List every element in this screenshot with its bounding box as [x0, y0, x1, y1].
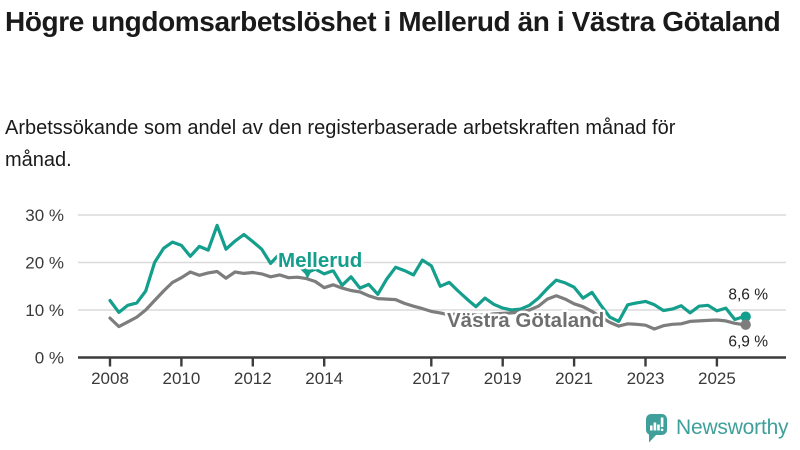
- y-tick-label: 10 %: [25, 301, 64, 320]
- arrow-down-icon: [302, 268, 313, 279]
- x-tick-label: 2017: [412, 369, 450, 388]
- newsworthy-logo-icon: [646, 414, 667, 443]
- series-label: Västra Götaland: [447, 309, 604, 332]
- x-tick-label: 2025: [698, 369, 736, 388]
- series-line-2: [108, 269, 746, 331]
- y-tick-label: 30 %: [25, 206, 64, 225]
- x-tick-label: 2014: [305, 369, 343, 388]
- y-tick-label: 0 %: [35, 349, 64, 368]
- series-end-dot: [740, 319, 751, 330]
- newsworthy-logo-text: Newsworthy: [676, 416, 789, 439]
- x-tick-label: 2008: [91, 369, 129, 388]
- y-tick-label: 20 %: [25, 254, 64, 273]
- x-tick-label: 2012: [234, 369, 272, 388]
- end-value-label: 8,6 %: [728, 287, 768, 304]
- x-tick-label: 2023: [627, 369, 665, 388]
- newsworthy-brand[interactable]: Newsworthy: [645, 413, 789, 443]
- chart-subtitle: Arbetssökande som andel av den registerb…: [5, 117, 676, 171]
- series-label: Mellerud: [278, 249, 362, 272]
- series-line-1: [108, 223, 746, 323]
- end-value-label: 6,9 %: [728, 334, 768, 351]
- x-tick-label: 2021: [555, 369, 593, 388]
- x-tick-label: 2019: [484, 369, 522, 388]
- series-end-dot: [740, 311, 751, 322]
- chart-title: Högre ungdomsarbetslöshet i Mellerud än …: [5, 6, 781, 37]
- x-tick-label: 2010: [162, 369, 200, 388]
